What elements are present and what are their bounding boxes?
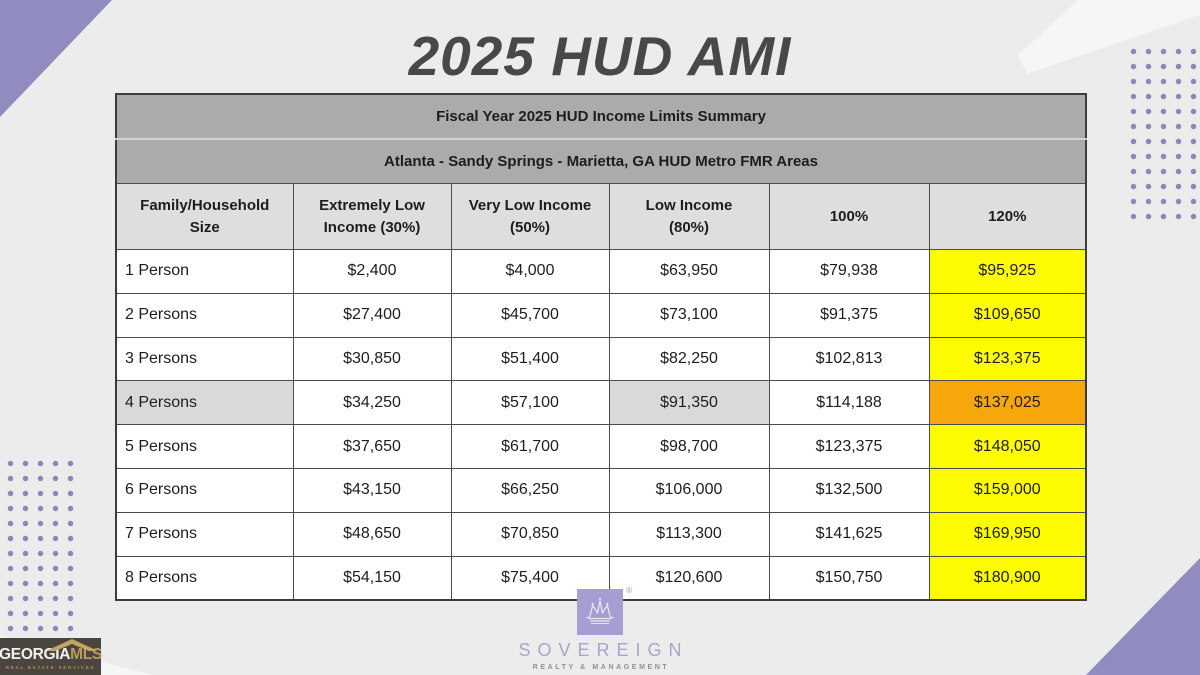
table-subtitle: Atlanta - Sandy Springs - Marietta, GA H… <box>115 138 1087 184</box>
page-title: 2025 HUD AMI <box>408 25 792 87</box>
table-row-7-persons: 7 Persons $48,650 $70,850 $113,300 $141,625 $… <box>115 511 1087 557</box>
sovereign-logo: ® SOVEREIGN REALTY & MANAGEMENT <box>0 586 1200 671</box>
table-cell: $137,025 <box>928 380 1087 426</box>
table-title: Fiscal Year 2025 HUD Income Limits Summa… <box>115 93 1087 140</box>
table-cell: $34,250 <box>292 380 452 426</box>
table-cell: $57,100 <box>450 380 610 426</box>
table-row-5-persons: 5 Persons $37,650 $61,700 $98,700 $123,375 $1… <box>115 424 1087 469</box>
table-cell: $4,000 <box>450 249 610 294</box>
georgia-mls-subtext: REAL ESTATE SERVICES <box>5 664 96 670</box>
table-cell: $150,750 <box>768 555 930 601</box>
table-cell: $66,250 <box>450 467 610 513</box>
table-cell: $91,350 <box>608 380 770 426</box>
table-cell: $61,700 <box>450 424 610 469</box>
sovereign-logo-name: SOVEREIGN <box>518 640 689 660</box>
table-cell: 6 Persons <box>115 467 294 513</box>
table-cell: $102,813 <box>768 336 930 382</box>
table-cell: 2 Persons <box>115 292 294 338</box>
table-cell: $54,150 <box>292 555 452 601</box>
decor-dot-grid-bottom-left <box>3 456 75 632</box>
income-limits-table: Fiscal Year 2025 HUD Income Limits Summa… <box>115 93 1088 602</box>
georgia-mls-logo: GEORGIAMLS REAL ESTATE SERVICES <box>0 638 102 675</box>
table-cell: 8 Persons <box>115 555 294 601</box>
income-limits-table-container: Fiscal Year 2025 HUD Income Limits Summa… <box>115 93 1088 602</box>
table-cell: $159,000 <box>928 467 1087 513</box>
table-cell: $91,375 <box>768 292 930 338</box>
sovereign-logo-tagline: REALTY & MANAGEMENT <box>532 664 670 671</box>
table-row-6-persons: 6 Persons $43,150 $66,250 $106,000 $132,500 $… <box>115 467 1087 513</box>
table-cell: $114,188 <box>768 380 930 426</box>
table-cell: $43,150 <box>292 467 452 513</box>
table-cell: 3 Persons <box>115 336 294 382</box>
table-cell: $48,650 <box>292 511 452 557</box>
table-cell: $27,400 <box>292 292 452 338</box>
crown-icon-glyph <box>585 597 615 624</box>
table-cell: $95,925 <box>928 249 1087 294</box>
decor-dot-grid-top-right <box>1126 44 1198 220</box>
table-cell: $132,500 <box>768 467 930 513</box>
column-header-0: Family/Household Size <box>115 183 294 250</box>
table-cell: $123,375 <box>928 336 1087 382</box>
table-cell: $98,700 <box>608 424 770 469</box>
table-cell: $109,650 <box>928 292 1087 338</box>
roof-icon <box>46 639 98 651</box>
table-cell: 4 Persons <box>115 380 294 426</box>
table-cell: $2,400 <box>292 249 452 294</box>
table-cell: $82,250 <box>608 336 770 382</box>
table-row-3-persons: 3 Persons $30,850 $51,400 $82,250 $102,813 $1… <box>115 336 1087 382</box>
table-cell: $148,050 <box>928 424 1087 469</box>
table-cell: $123,375 <box>768 424 930 469</box>
table-cell: $169,950 <box>928 511 1087 557</box>
table-cell: 1 Person <box>115 249 294 294</box>
table-row-2-persons: 2 Persons $27,400 $45,700 $73,100 $91,375 $10… <box>115 292 1087 338</box>
table-cell: $37,650 <box>292 424 452 469</box>
table-cell: $45,700 <box>450 292 610 338</box>
table-cell: $30,850 <box>292 336 452 382</box>
table-cell: $70,850 <box>450 511 610 557</box>
table-cell: $79,938 <box>768 249 930 294</box>
crown-icon: ® <box>577 586 632 635</box>
table-cell: $63,950 <box>608 249 770 294</box>
table-cell: $180,900 <box>928 555 1087 601</box>
table-cell: 7 Persons <box>115 511 294 557</box>
table-row-1-person: 1 Person $2,400 $4,000 $63,950 $79,938 $95,92… <box>115 249 1087 294</box>
table-cell: $73,100 <box>608 292 770 338</box>
table-cell: $141,625 <box>768 511 930 557</box>
column-header-4: 100% <box>768 183 930 250</box>
column-header-5: 120% <box>928 183 1087 250</box>
registered-trademark-mark: ® <box>626 586 632 595</box>
table-cell: $106,000 <box>608 467 770 513</box>
table-cell: $51,400 <box>450 336 610 382</box>
column-header-1: Extremely Low Income (30%) <box>292 183 452 250</box>
column-header-2: Very Low Income (50%) <box>450 183 610 250</box>
table-cell: $113,300 <box>608 511 770 557</box>
table-cell: 5 Persons <box>115 424 294 469</box>
column-header-3: Low Income (80%) <box>608 183 770 250</box>
table-row-4-persons: 4 Persons $34,250 $57,100 $91,350 $114,188 $1… <box>115 380 1087 426</box>
table-cell: $120,600 <box>608 555 770 601</box>
